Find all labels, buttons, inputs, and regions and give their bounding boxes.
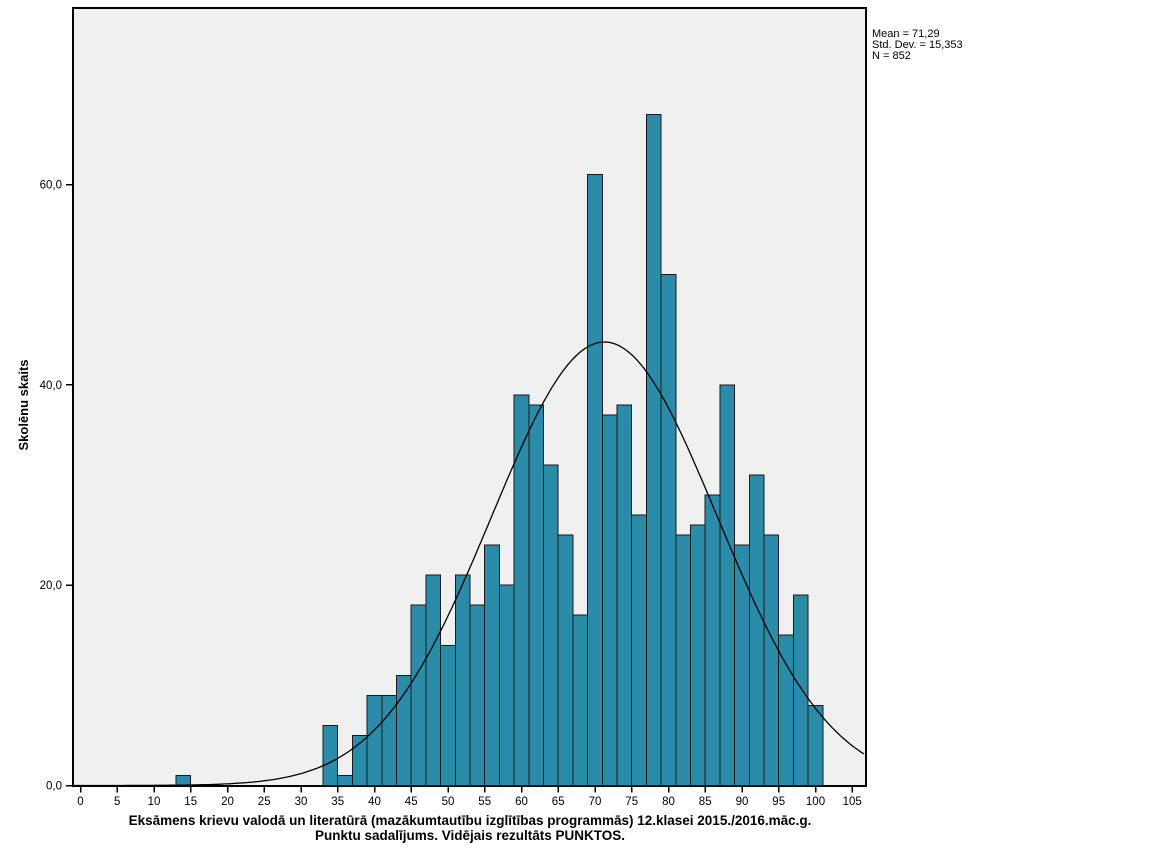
histogram-bar — [719, 384, 736, 786]
x-tick-label: 50 — [442, 796, 455, 808]
x-tick-label: 30 — [295, 796, 308, 808]
y-tick-label: 20,0 — [40, 580, 62, 592]
histogram-bar — [396, 674, 412, 786]
histogram-bar — [425, 574, 442, 786]
histogram-bar — [381, 694, 397, 786]
x-tick-label: 15 — [184, 796, 197, 808]
histogram-bar — [366, 694, 383, 786]
y-axis-ticks: 0,0 20,0 40,0 60,0 — [40, 180, 73, 793]
histogram-bars — [175, 113, 824, 787]
stats-n: N = 852 — [872, 50, 911, 62]
histogram-bar — [440, 644, 456, 786]
x-tick-label: 55 — [478, 796, 491, 808]
histogram-bar — [631, 514, 647, 786]
chart-title-line2: Punktu sadalījums. Vidējais rezultāts PU… — [315, 828, 625, 843]
x-tick-label: 40 — [368, 796, 381, 808]
x-tick-label: 95 — [772, 796, 785, 808]
y-axis-title: Skolēnu skaits — [16, 359, 31, 450]
stats-legend: Mean = 71,29 Std. Dev. = 15,353 N = 852 — [872, 28, 963, 62]
histogram-bar — [616, 404, 633, 786]
y-tick-label: 40,0 — [40, 380, 62, 392]
histogram-bar — [778, 634, 794, 787]
histogram-bar — [734, 544, 750, 786]
x-tick-label: 45 — [405, 796, 418, 808]
histogram-bar — [322, 724, 339, 787]
x-tick-label: 100 — [806, 796, 825, 808]
normal-curve — [73, 341, 865, 787]
x-tick-label: 70 — [589, 796, 602, 808]
histogram-bar — [601, 414, 618, 786]
x-tick-label: 75 — [625, 796, 638, 808]
histogram-bar — [528, 404, 544, 786]
histogram-bar — [410, 604, 427, 787]
x-tick-label: 20 — [221, 796, 234, 808]
chart-title-line1: Eksāmens krievu valodā un literatūrā (ma… — [129, 813, 812, 828]
histogram-bar — [557, 534, 574, 786]
histogram-bar — [175, 775, 192, 786]
x-tick-label: 5 — [114, 796, 120, 808]
histogram-bar — [587, 174, 603, 786]
y-tick-label: 60,0 — [40, 180, 62, 192]
histogram-bar — [792, 594, 809, 787]
y-tick-label: 0,0 — [46, 781, 62, 793]
stats-mean: Mean = 71,29 — [872, 28, 940, 40]
histogram-bar — [763, 534, 780, 786]
x-tick-label: 65 — [552, 796, 565, 808]
x-tick-label: 60 — [515, 796, 528, 808]
histogram-bar — [645, 113, 662, 786]
x-tick-label: 90 — [736, 796, 749, 808]
histogram-bar — [543, 464, 559, 786]
histogram-bar — [454, 574, 471, 786]
histogram-bar — [498, 584, 515, 787]
histogram-bar — [660, 274, 677, 786]
histogram-bar — [748, 474, 765, 786]
x-tick-label: 10 — [148, 796, 161, 808]
x-tick-label: 85 — [699, 796, 712, 808]
histogram-bar — [704, 494, 721, 786]
histogram-bar — [690, 524, 706, 786]
x-tick-label: 105 — [843, 796, 862, 808]
stats-std-dev: Std. Dev. = 15,353 — [872, 39, 963, 51]
histogram-bar — [484, 544, 500, 786]
x-axis-ticks: 0 5 10 15 20 25 30 35 40 45 50 55 60 65 70 75 80 85 90 95 10… — [77, 786, 862, 808]
x-tick-label: 0 — [77, 796, 83, 808]
histogram-bar — [807, 704, 824, 787]
x-tick-label: 25 — [258, 796, 271, 808]
x-tick-label: 80 — [662, 796, 675, 808]
x-tick-label: 35 — [331, 796, 344, 808]
histogram-bar — [513, 394, 530, 786]
histogram-bar — [675, 534, 691, 786]
histogram-bar — [469, 604, 486, 787]
histogram-bar — [337, 775, 353, 786]
histogram-bar — [572, 614, 589, 787]
